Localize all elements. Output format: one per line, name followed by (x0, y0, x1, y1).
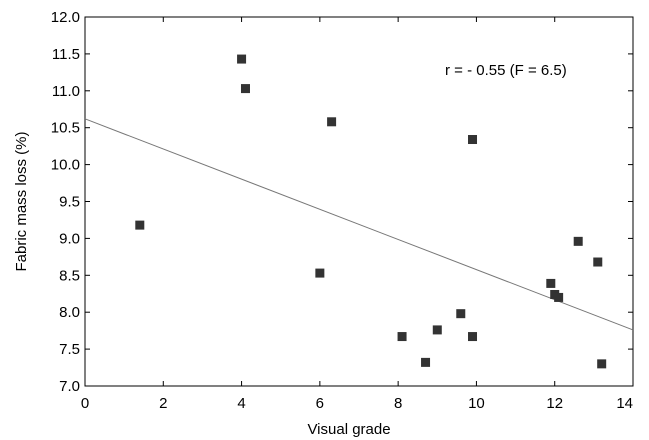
data-point (315, 268, 325, 278)
x-axis: 0 2 4 6 8 10 12 14 (81, 17, 634, 412)
y-tick-label: 8.0 (59, 304, 80, 321)
data-point (397, 332, 407, 342)
y-axis: 7.0 7.5 8.0 8.5 9.0 9.5 10.0 10.5 11.0 11.5 12.0 (51, 9, 633, 395)
x-tick-label: 10 (468, 395, 485, 412)
data-point (432, 325, 442, 335)
y-tick-label: 9.0 (59, 230, 80, 247)
x-tick-label: 4 (237, 395, 245, 412)
y-tick-label: 9.5 (59, 194, 80, 211)
data-point (573, 236, 583, 246)
x-tick-label: 6 (316, 395, 324, 412)
x-tick-label: 8 (394, 395, 402, 412)
y-tick-label: 8.5 (59, 267, 80, 284)
x-tick-label: 2 (159, 395, 167, 412)
data-points (135, 54, 607, 369)
x-tick-label: 12 (546, 395, 563, 412)
y-tick-label: 7.5 (59, 341, 80, 358)
y-axis-title: Fabric mass loss (%) (13, 131, 30, 271)
data-point (546, 278, 556, 288)
y-tick-label: 12.0 (51, 9, 80, 26)
data-point (554, 292, 564, 302)
y-tick-label: 11.0 (52, 83, 80, 100)
plot-area: 7.0 7.5 8.0 8.5 9.0 9.5 10.0 10.5 11.0 11.5 12.0 0… (51, 9, 634, 412)
data-point (456, 309, 466, 319)
data-point (237, 54, 247, 64)
data-point (593, 257, 603, 267)
x-axis-title: Visual grade (307, 421, 390, 438)
correlation-annotation: r = - 0.55 (F = 6.5) (445, 62, 567, 79)
y-tick-label: 11.5 (52, 46, 80, 63)
y-tick-label: 7.0 (59, 378, 80, 395)
data-point (421, 357, 431, 367)
data-point (597, 359, 607, 369)
data-point (468, 332, 478, 342)
y-tick-label: 10.5 (51, 120, 80, 137)
data-point (240, 84, 250, 94)
data-point (468, 135, 478, 145)
y-tick-label: 10.0 (51, 157, 80, 174)
x-tick-label: 14 (616, 395, 633, 412)
data-point (327, 117, 337, 127)
data-point (135, 220, 145, 230)
x-tick-label: 0 (81, 395, 89, 412)
regression-line (84, 118, 634, 331)
